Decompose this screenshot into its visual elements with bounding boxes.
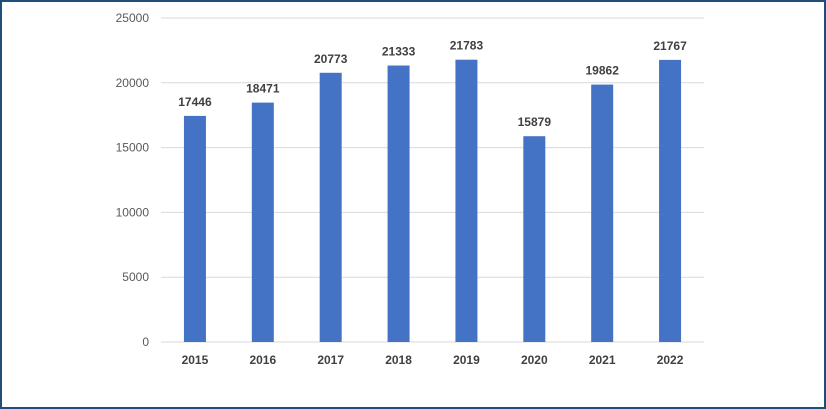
bar-2015 xyxy=(183,115,206,342)
gridlines xyxy=(161,17,704,343)
bar-2018 xyxy=(387,65,410,342)
bars xyxy=(183,59,682,343)
data-label-2020: 15879 xyxy=(518,115,552,129)
bar-2021 xyxy=(591,84,614,343)
y-tick-label: 25000 xyxy=(116,11,150,25)
data-label-2018: 21333 xyxy=(382,45,416,59)
x-tick-label-2020: 2020 xyxy=(521,353,548,367)
y-tick-label: 0 xyxy=(142,335,149,349)
y-axis-ticks: 0 5000 10000 15000 20000 25000 xyxy=(116,11,150,349)
bar-2017 xyxy=(319,72,342,342)
x-tick-label-2018: 2018 xyxy=(385,353,412,367)
bar-2016 xyxy=(251,102,274,342)
y-tick-label: 15000 xyxy=(116,141,150,155)
y-tick-label: 5000 xyxy=(122,270,149,284)
data-label-2019: 21783 xyxy=(450,39,484,53)
x-tick-label-2017: 2017 xyxy=(317,353,344,367)
x-tick-label-2015: 2015 xyxy=(182,353,209,367)
y-tick-label: 10000 xyxy=(116,205,150,219)
x-tick-label-2016: 2016 xyxy=(249,353,276,367)
y-tick-label: 20000 xyxy=(116,76,150,90)
data-label-2017: 20773 xyxy=(314,52,348,66)
data-label-2016: 18471 xyxy=(246,82,280,96)
x-tick-label-2019: 2019 xyxy=(453,353,480,367)
data-label-2021: 19862 xyxy=(586,64,620,78)
x-axis-ticks: 2015 2016 2017 2018 2019 2020 2021 2022 xyxy=(182,353,684,367)
bar-2019 xyxy=(455,59,478,342)
data-label-2022: 21767 xyxy=(653,39,687,53)
data-label-2015: 17446 xyxy=(178,95,212,109)
bar-2022 xyxy=(659,59,682,342)
bar-2020 xyxy=(523,136,546,342)
x-tick-label-2021: 2021 xyxy=(589,353,616,367)
x-tick-label-2022: 2022 xyxy=(657,353,684,367)
data-labels: 17446 18471 20773 21333 21783 15879 19862 21767 xyxy=(178,39,687,130)
